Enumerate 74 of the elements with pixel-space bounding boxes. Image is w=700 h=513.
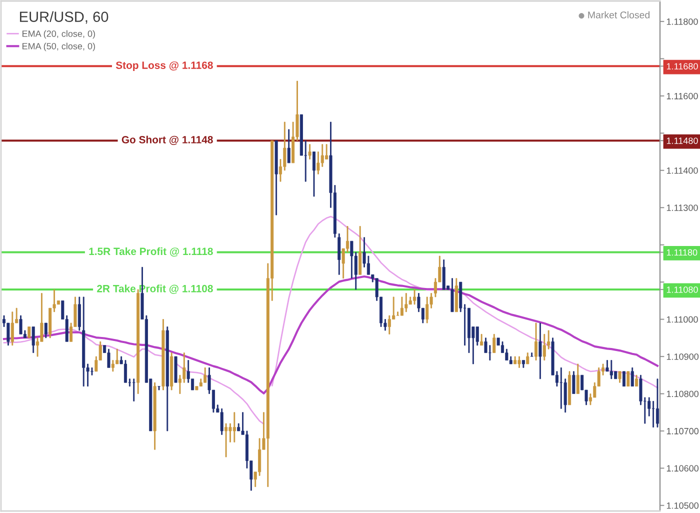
candlestick <box>576 364 580 394</box>
text: EUR/USD, 60 <box>20 11 108 24</box>
annotation: Market Closed <box>588 11 650 18</box>
candlestick <box>492 334 496 353</box>
candlestick <box>287 129 290 164</box>
candlestick <box>82 296 86 386</box>
y-tick-label: 1.10900 <box>666 353 699 360</box>
ref-line-label: Go Short @ 1.1148 <box>122 136 213 145</box>
candlestick <box>132 378 136 402</box>
candlestick <box>32 326 35 353</box>
candlestick <box>124 360 128 383</box>
candlestick <box>618 371 622 383</box>
candlestick <box>166 326 169 432</box>
candlestick <box>170 352 174 390</box>
y-tick-label: 1.11480 <box>666 138 698 144</box>
candlestick <box>174 356 178 383</box>
candlestick <box>19 315 22 334</box>
candlestick <box>530 352 534 357</box>
candlestick <box>157 386 161 390</box>
candlestick <box>28 326 31 338</box>
candlestick <box>224 423 228 458</box>
candlestick <box>404 293 408 312</box>
candlestick <box>635 374 638 386</box>
candlestick <box>450 278 454 312</box>
candlestick <box>136 289 140 394</box>
candlestick <box>560 367 563 409</box>
candlestick <box>426 296 429 324</box>
line-series <box>2 275 659 394</box>
y-tick-label: 1.11680 <box>666 63 698 70</box>
y-tick-label: 1.10800 <box>666 390 699 398</box>
candlestick <box>162 319 165 390</box>
candlestick <box>10 312 14 346</box>
candlestick <box>78 296 81 331</box>
candlestick <box>518 356 521 368</box>
candlestick <box>656 378 659 428</box>
legend-label: EMA (20, close, 0) <box>22 30 95 39</box>
candlestick <box>514 356 517 364</box>
candlestick <box>630 367 634 386</box>
candlestick <box>480 334 484 346</box>
candlestick <box>534 322 538 360</box>
y-tick-label: 1.10500 <box>666 502 699 509</box>
candlestick <box>358 226 362 275</box>
candlestick <box>572 371 576 394</box>
candlestick <box>568 371 572 406</box>
candlestick <box>626 371 630 386</box>
candlestick <box>312 152 316 197</box>
candlestick <box>274 140 278 216</box>
candlestick <box>454 278 458 312</box>
candlestick <box>538 322 542 380</box>
candlestick <box>232 412 236 442</box>
candlestick <box>220 408 224 435</box>
y-tick-label: 1.10700 <box>666 428 699 434</box>
candlestick <box>622 371 626 386</box>
candlestick <box>522 360 525 368</box>
ref-line-label: 1.5R Take Profit @ 1.1118 <box>89 247 213 257</box>
candlestick <box>526 352 530 364</box>
y-tick-label: 1.11080 <box>666 286 698 293</box>
y-tick-label: 1.11600 <box>666 92 698 100</box>
candlestick <box>308 144 312 160</box>
y-tick-label: 1.11800 <box>666 18 698 25</box>
candlestick <box>610 360 613 380</box>
y-tick-label: 1.11400 <box>666 167 698 174</box>
y-tick-label: 1.10600 <box>666 465 699 472</box>
candlestick <box>153 382 156 450</box>
y-tick-label: 1.11000 <box>666 316 698 323</box>
candlestick <box>107 348 110 368</box>
legend-label: EMA (50, close, 0) <box>22 42 95 52</box>
candlestick <box>542 334 546 360</box>
y-tick-label: 1.11300 <box>666 204 698 211</box>
candlestick <box>442 260 446 290</box>
ref-line-label: Stop Loss @ 1.1168 <box>116 61 213 71</box>
candlestick <box>44 322 48 338</box>
candlestick <box>204 367 207 383</box>
y-tick-label: 1.11180 <box>666 249 698 256</box>
